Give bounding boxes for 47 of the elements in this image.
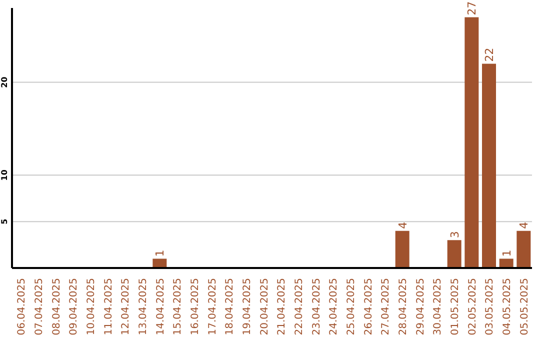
x-tick-label: 18.04.2025 [224,278,236,336]
x-tick-label: 28.04.2025 [398,278,409,336]
x-tick-label: 02.05.2025 [467,278,478,336]
data-label: 4 [518,222,531,229]
data-label: 1 [154,250,167,257]
data-label: 4 [396,222,410,229]
x-tick-label: 11.04.2025 [103,278,114,336]
x-tick-label: 04.05.2025 [502,278,513,336]
x-tick-label: 13.04.2025 [138,278,149,336]
y-tick-label: 5 [0,218,9,224]
x-tick-label: 07.04.2025 [34,278,45,336]
bar [516,230,531,268]
x-tick-label: 19.04.2025 [242,278,253,336]
x-tick-label: 10.04.2025 [86,278,97,336]
bar [447,240,462,268]
x-tick-label: 20.04.2025 [259,278,270,336]
bar [152,258,167,268]
x-tick-label: 09.04.2025 [68,278,80,336]
y-tick-label: 20 [0,76,9,88]
x-tick-label: 06.04.2025 [16,278,28,336]
x-tick-label: 15.04.2025 [172,278,184,336]
bar [499,258,514,268]
x-tick-label: 14.04.2025 [155,278,166,336]
x-tick-label: 27.04.2025 [380,278,392,336]
x-tick-label: 08.04.2025 [51,278,62,336]
data-label: 3 [448,231,462,238]
bar [482,64,496,268]
bar [464,17,479,268]
x-tick-label: 25.04.2025 [346,278,357,336]
x-tick-label: 03.05.2025 [484,278,496,336]
x-tick-label: 26.04.2025 [363,278,374,336]
x-tick-label: 01.05.2025 [450,278,461,336]
data-label: 22 [483,48,496,62]
x-tick-label: 24.04.2025 [328,278,340,336]
x-tick-label: 17.04.2025 [207,278,218,336]
x-tick-label: 22.04.2025 [294,278,305,336]
x-tick-label: 21.04.2025 [276,278,288,336]
x-tick-label: 23.04.2025 [311,278,322,336]
data-label: 1 [500,250,514,257]
x-tick-label: 16.04.2025 [190,278,201,336]
data-label: 27 [466,1,479,16]
x-tick-label: 05.05.2025 [519,278,530,336]
bar [395,230,410,268]
x-tick-label: 30.04.2025 [432,278,444,336]
x-tick-label: 29.04.2025 [415,278,426,336]
y-tick-label: 10 [0,169,9,181]
x-tick-label: 12.04.2025 [120,278,132,336]
